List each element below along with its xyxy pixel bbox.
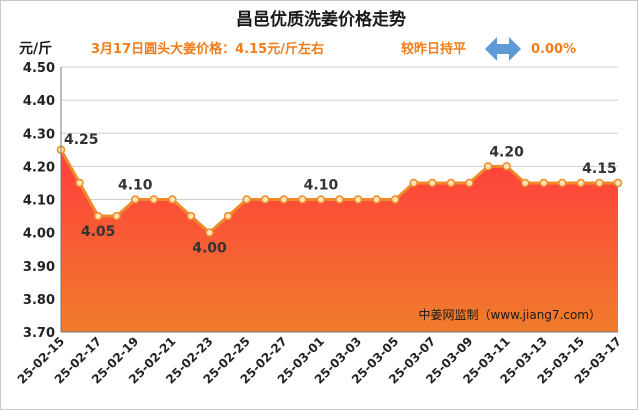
price-point [223,211,233,221]
y-tick-label: 3.90 [23,260,55,275]
price-markers [56,145,623,237]
price-point [520,178,530,188]
price-point [205,228,214,237]
data-label: 4.15 [582,161,617,177]
headline-price-note: 3月17日圆头大姜价格：4.15元/斤左右 [91,41,324,57]
price-point [539,178,548,188]
y-axis-ticks: 3.70 3.80 3.90 4.00 4.10 4.20 4.30 4.40 4.50 [23,61,55,341]
y-tick-label: 4.20 [23,160,55,175]
price-area [61,149,618,332]
price-point [168,195,177,204]
data-label: 4.10 [304,178,339,194]
price-point [335,195,344,204]
price-point [502,162,511,171]
data-label: 4.25 [64,132,99,148]
y-tick-label: 4.00 [23,227,55,242]
data-label: 4.00 [192,241,227,257]
price-point [446,178,456,188]
y-tick-label: 3.80 [23,293,55,308]
price-point [558,178,567,188]
data-label: 4.10 [118,178,153,194]
y-tick-label: 4.50 [23,61,55,76]
x-axis-ticks: 25-02-1525-02-1725-02-1925-02-2125-02-23… [15,334,624,386]
price-point [390,195,400,204]
data-labels: 4.25 4.05 4.10 4.00 4.10 4.20 4.15 [64,132,617,257]
y-tick-label: 4.30 [23,127,55,142]
y-tick-label: 3.70 [23,326,55,341]
price-point [483,162,493,171]
price-point [372,195,381,204]
price-point [595,178,604,188]
price-point [279,195,289,204]
price-point [353,195,363,204]
data-label: 4.20 [489,144,524,160]
y-unit-label: 元/斤 [19,40,52,57]
price-point [112,211,121,221]
price-point [613,178,623,188]
headline-change: 0.00% [531,42,576,57]
price-point [75,178,84,188]
price-point [316,195,326,204]
data-label: 4.05 [81,224,116,240]
price-point [428,178,437,188]
price-point [409,178,419,188]
chart-title: 昌邑优质洗姜价格走势 [236,9,406,30]
flat-arrow-icon [485,37,521,61]
price-point [149,195,159,204]
price-point [465,178,474,188]
price-point [186,211,196,221]
price-point [260,195,270,204]
price-point [576,178,586,188]
price-point [93,211,103,221]
y-tick-label: 4.40 [23,94,55,109]
price-point [242,195,251,204]
headline-compare-label: 较昨日持平 [401,41,466,57]
price-point [298,195,307,204]
price-point [131,195,140,204]
y-tick-label: 4.10 [23,194,55,209]
source-note: 中姜网监制（www.jiang7.com） [419,307,601,322]
